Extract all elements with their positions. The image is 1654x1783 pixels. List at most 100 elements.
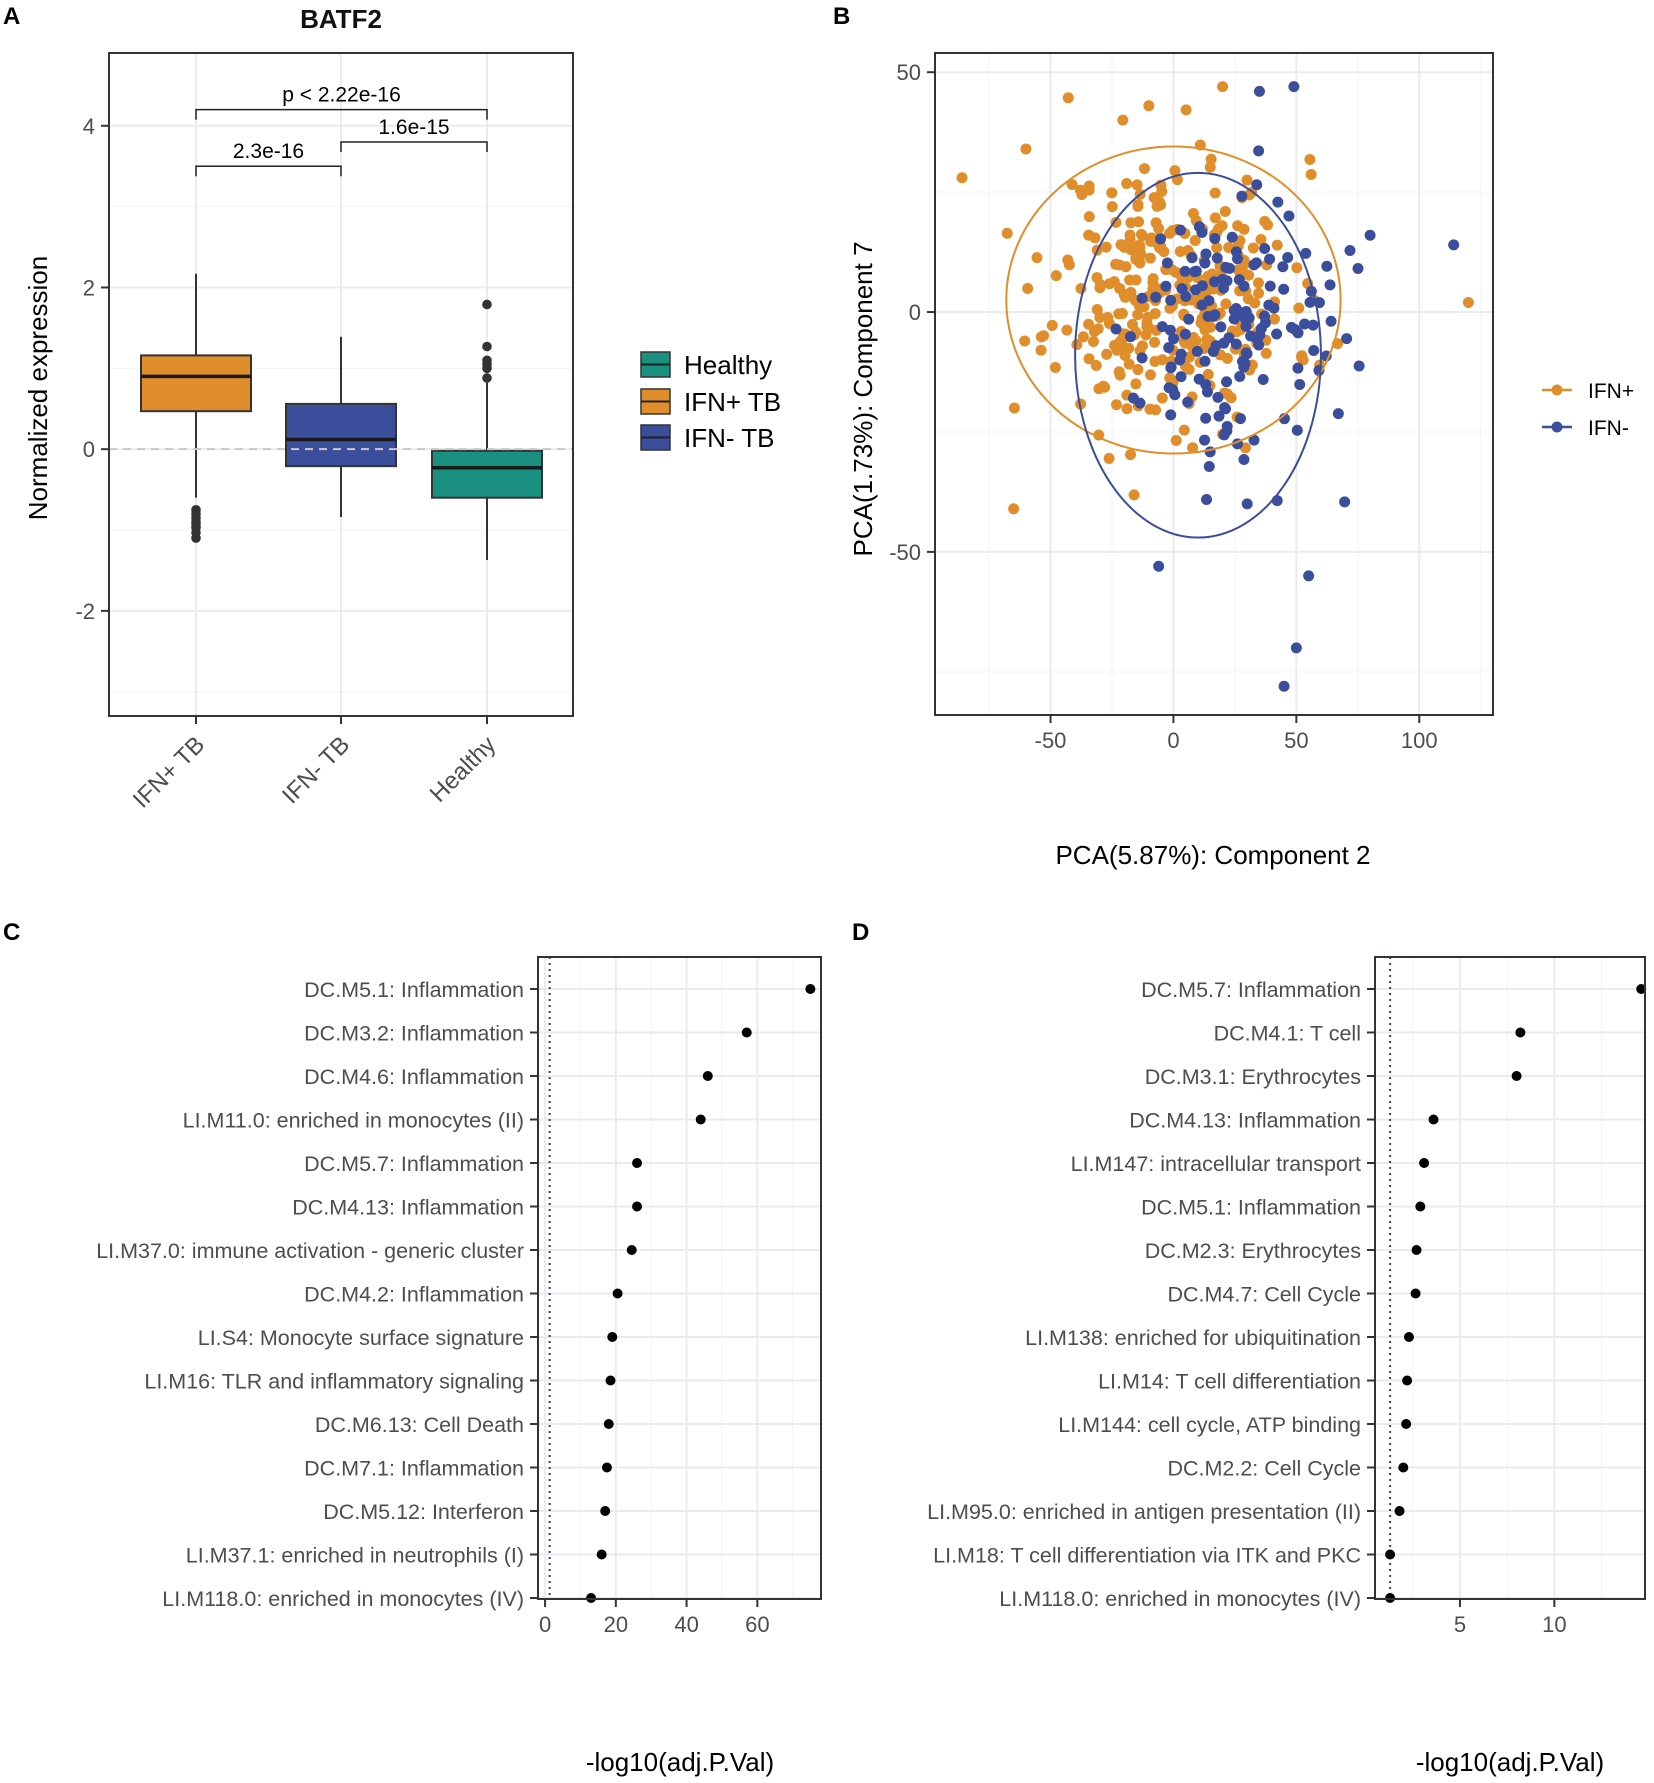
scatter-point-ifn-neg (1278, 283, 1290, 295)
scatter-point-ifn-neg (1353, 360, 1365, 372)
scatter-point-ifn-neg (1221, 376, 1233, 388)
scatter-point-ifn-negpos (1083, 353, 1095, 365)
comparison-pvalue: p < 2.22e-16 (282, 84, 401, 107)
term-dot (626, 1245, 637, 1255)
scatter-point-ifn-neg (1251, 333, 1263, 345)
comparison-bracket (340, 141, 488, 152)
module-term-label: LI.M37.0: immune activation - generic cl… (96, 1239, 524, 1263)
scatter-point-ifn-negpos (1115, 239, 1127, 251)
box-outlier (482, 373, 492, 383)
scatter-point-ifn-negpos (1092, 323, 1104, 335)
term-dot (1403, 1332, 1414, 1342)
scatter-point-ifn-negpos (1221, 388, 1233, 400)
scatter-point-ifn-negpos (1190, 335, 1202, 347)
scatter-point-ifn-negpos (1178, 424, 1190, 436)
scatter-point-ifn-negpos (1121, 403, 1133, 415)
x-tick-label: 10 (1542, 1612, 1566, 1637)
scatter-point-ifn-neg (1307, 319, 1319, 331)
scatter-point-ifn-neg (1175, 224, 1187, 236)
scatter-point-ifn-neg (1332, 408, 1344, 420)
panel-letter-b: B (833, 3, 850, 30)
scatter-point-ifn-negpos (1305, 169, 1317, 181)
scatter-point-ifn-negpos (1130, 378, 1142, 390)
scatter-point-ifn-negpos (1008, 402, 1020, 414)
scatter-point-ifn-negpos (1153, 196, 1165, 208)
scatter-point-ifn-negpos (1083, 318, 1095, 330)
legend-key-ifn-pos (1551, 384, 1563, 396)
scatter-point-ifn-neg (1263, 299, 1275, 311)
scatter-point (1303, 570, 1315, 582)
term-dot (1398, 1462, 1409, 1473)
legend-label-ifn-pos-tb: IFN+ TB (684, 387, 781, 417)
term-dot (741, 1027, 752, 1038)
comparison-bracket (195, 165, 342, 177)
scatter-point-ifn-neg (1294, 378, 1306, 390)
scatter-point-ifn-neg (1136, 352, 1148, 364)
y-tick-label: 50 (897, 60, 921, 85)
module-term-label: DC.M5.7: Inflammation (304, 1152, 524, 1176)
term-dot (632, 1158, 643, 1168)
x-tick-label: 5 (1454, 1612, 1466, 1637)
x-tick-label: 50 (1284, 728, 1308, 753)
scatter-point-ifn-negpos (1167, 224, 1179, 236)
term-dot (601, 1462, 612, 1473)
module-term-label: LI.M118.0: enriched in monocytes (IV) (162, 1587, 524, 1611)
scatter-point-ifn-negpos (1156, 186, 1168, 198)
module-term-label: LI.M144: cell cycle, ATP binding (1058, 1413, 1361, 1437)
scatter-point-ifn-neg (1165, 294, 1177, 306)
box-outlier (482, 299, 492, 310)
module-term-label: DC.M3.1: Erythrocytes (1145, 1065, 1361, 1089)
panel-d-frame (1374, 956, 1646, 1600)
x-tick-label: 60 (745, 1612, 769, 1637)
scatter-point-ifn-neg (1207, 310, 1219, 322)
panel-c-xlabel: -log10(adj.P.Val) (586, 1747, 774, 1777)
term-dot (612, 1288, 623, 1299)
scatter-point-ifn-neg (1230, 338, 1242, 350)
module-term-label: DC.M5.7: Inflammation (1141, 978, 1361, 1002)
scatter-point-ifn-negpos (1125, 217, 1137, 229)
scatter-point-ifn-neg (1238, 280, 1250, 292)
scatter-point-ifn-neg (1271, 328, 1283, 340)
scatter-point-ifn-neg (1161, 257, 1173, 269)
scatter-point-ifn-neg (1191, 345, 1203, 357)
term-dot (600, 1506, 611, 1516)
scatter-point-ifn-negpos (1259, 215, 1271, 227)
scatter-point-ifn-negpos (1219, 205, 1231, 217)
scatter-point (1364, 229, 1376, 241)
scatter-point-ifn-neg (1223, 332, 1235, 344)
scatter-point-ifn-negpos (1050, 270, 1062, 282)
scatter-point-ifn-negpos (1296, 350, 1308, 362)
scatter-point-ifn-negpos (1138, 301, 1150, 313)
scatter-point-ifn-negpos (1128, 489, 1140, 501)
term-dot (1515, 1027, 1526, 1038)
scatter-point-ifn-negpos (1260, 347, 1272, 359)
panel-c-frame (537, 956, 822, 1600)
scatter-point-ifn-neg (1219, 402, 1231, 414)
scatter-point-ifn-negpos (1118, 288, 1130, 300)
scatter-point-ifn-negpos (1255, 233, 1267, 245)
y-tick-label: 0 (909, 300, 921, 325)
scatter-point-ifn-neg (1189, 266, 1201, 278)
comparison-bracket (195, 108, 488, 120)
scatter-point-ifn-negpos (1132, 309, 1144, 321)
scatter-point-ifn-neg (1163, 342, 1175, 354)
scatter-point-ifn-neg (1236, 190, 1248, 202)
module-term-label: DC.M3.2: Inflammation (304, 1022, 524, 1046)
module-term-label: DC.M4.13: Inflammation (292, 1196, 524, 1220)
scatter-point-ifn-negpos (1170, 434, 1182, 446)
module-term-label: DC.M5.1: Inflammation (1141, 1196, 1361, 1220)
scatter-point-ifn-negpos (1106, 187, 1118, 199)
scatter-point-ifn-neg (1300, 247, 1312, 259)
panel-b-ylabel: PCA(1.73%): Component 7 (848, 241, 878, 556)
scatter-point-ifn-negpos (1124, 229, 1136, 241)
scatter-point-ifn-negpos (1253, 287, 1265, 299)
scatter-point-ifn-negpos (1180, 104, 1192, 116)
box-outlier (482, 341, 492, 352)
confidence-ellipse (1005, 145, 1342, 455)
scatter-point-ifn-neg (1212, 391, 1224, 403)
scatter-point-ifn-neg (1344, 244, 1356, 256)
scatter-point-ifn-negpos (1164, 372, 1176, 384)
scatter-point-ifn-negpos (1205, 153, 1217, 165)
scatter-point-ifn-neg (1291, 424, 1303, 436)
scatter-point-ifn-neg (1179, 265, 1191, 277)
